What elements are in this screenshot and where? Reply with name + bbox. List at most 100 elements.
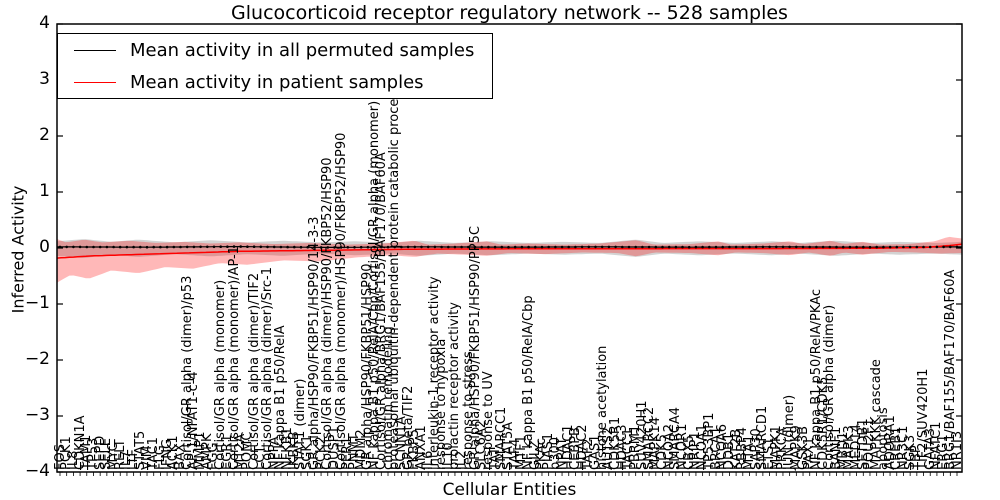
axes-frame: [56, 23, 963, 473]
legend: Mean activity in all permuted samples Me…: [57, 33, 493, 99]
marker-dot: [252, 245, 256, 248]
marker-dot: [607, 245, 611, 249]
marker-dot: [540, 245, 544, 249]
marker-dot: [728, 245, 731, 249]
marker-dot: [882, 245, 885, 249]
y-tick-label: 0: [39, 237, 50, 257]
marker-dot: [172, 245, 176, 249]
marker-dot: [835, 245, 838, 249]
marker-dot: [554, 245, 557, 249]
marker-dot: [775, 245, 778, 249]
marker-dot: [125, 245, 129, 249]
marker-dot: [627, 245, 631, 249]
marker-dot: [848, 245, 852, 249]
y-tick-label: −2: [24, 349, 50, 369]
marker-dot: [413, 245, 417, 249]
marker-dot: [815, 245, 818, 249]
marker-dot: [145, 245, 149, 249]
marker-dot: [65, 245, 68, 249]
marker-dot: [333, 246, 336, 249]
marker-dot: [313, 246, 316, 249]
marker-dot: [614, 245, 617, 249]
marker-dot: [393, 245, 397, 249]
legend-entry-permuted: Mean activity in all permuted samples: [58, 34, 492, 66]
x-tick-label: NR1I3: [949, 430, 965, 470]
marker-dot: [426, 245, 430, 249]
marker-dot: [92, 245, 95, 249]
marker-dot: [159, 245, 162, 249]
marker-dot: [708, 245, 711, 249]
marker-dot: [567, 245, 570, 249]
marker-dot: [259, 245, 263, 249]
y-tick-label: 1: [39, 181, 50, 201]
marker-dot: [828, 245, 832, 249]
marker-dot: [534, 245, 537, 249]
marker-dot: [768, 245, 771, 249]
marker-dot: [661, 245, 664, 249]
marker-dot: [286, 245, 289, 249]
marker-dot: [634, 245, 637, 249]
marker-dot: [895, 245, 899, 249]
marker-dot: [219, 245, 222, 248]
marker-dot: [420, 245, 423, 249]
marker-dot: [232, 245, 236, 248]
marker-dot: [580, 245, 584, 249]
x-axis-label: Cellular Entities: [442, 480, 577, 500]
marker-dot: [922, 245, 925, 249]
marker-dot: [132, 245, 135, 249]
marker-dot: [574, 245, 577, 249]
marker-dot: [761, 245, 765, 249]
y-tick-label: 2: [39, 125, 50, 145]
marker-dot: [353, 246, 356, 249]
marker-dot: [587, 245, 591, 249]
legend-label: Mean activity in patient samples: [130, 71, 424, 93]
marker-dot: [366, 245, 370, 249]
marker-dot: [855, 245, 858, 249]
marker-dot: [293, 245, 296, 249]
marker-dot: [192, 245, 196, 249]
marker-dot: [78, 245, 82, 249]
legend-entry-patient: Mean activity in patient samples: [58, 66, 492, 98]
marker-dot: [795, 245, 798, 249]
y-tick-label: −3: [24, 405, 50, 425]
y-tick-label: 4: [39, 13, 50, 33]
marker-dot: [406, 245, 410, 249]
marker-dot: [339, 246, 343, 249]
legend-line-sample-red: [74, 81, 116, 83]
marker-dot: [185, 245, 189, 249]
marker-dot: [447, 245, 450, 249]
marker-dot: [239, 245, 242, 248]
marker-dot: [380, 245, 383, 249]
marker-dot: [841, 245, 845, 249]
marker-dot: [359, 245, 363, 249]
marker-dot: [862, 245, 865, 249]
mean-line: [56, 243, 963, 259]
marker-dot: [527, 245, 530, 249]
marker-dot: [487, 245, 490, 249]
marker-dot: [165, 245, 169, 249]
marker-dot: [949, 245, 952, 249]
x-tick-label: Cortisol/GR alpha (monomer)/HSP90/FKBP52…: [333, 132, 349, 470]
marker-dot: [667, 245, 671, 249]
legend-label: Mean activity in all permuted samples: [130, 39, 475, 61]
marker-dot: [319, 246, 323, 249]
marker-dot: [480, 245, 484, 249]
marker-dot: [386, 245, 390, 249]
marker-dot: [467, 245, 470, 249]
marker-dot: [118, 245, 122, 249]
marker-dot: [112, 245, 115, 249]
marker-dot: [299, 245, 303, 249]
y-tick-label: 3: [39, 69, 50, 89]
marker-dot: [908, 245, 912, 249]
marker-dot: [279, 245, 283, 249]
marker-dot: [781, 245, 785, 249]
marker-dot: [687, 245, 691, 249]
marker-dot: [935, 245, 939, 249]
marker-dot: [915, 245, 919, 249]
marker-dot: [72, 245, 75, 249]
marker-dot: [734, 245, 738, 249]
marker-dot: [520, 245, 524, 249]
marker-dot: [226, 245, 229, 248]
